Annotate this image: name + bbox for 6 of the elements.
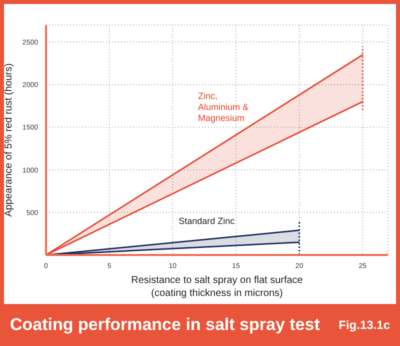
caption: Fig.13.1c (338, 318, 390, 332)
y-axis-title: Appearance of 5% red rust (hours) (4, 63, 15, 217)
series-label: Zinc, Aluminium & Magnesium (198, 90, 249, 124)
series-label: Standard Zinc (178, 216, 235, 228)
x-axis-title: Resistance to salt spray on flat surface (coating thickness in microns) (131, 275, 304, 299)
text: Coating performance in salt spray test (10, 315, 320, 335)
